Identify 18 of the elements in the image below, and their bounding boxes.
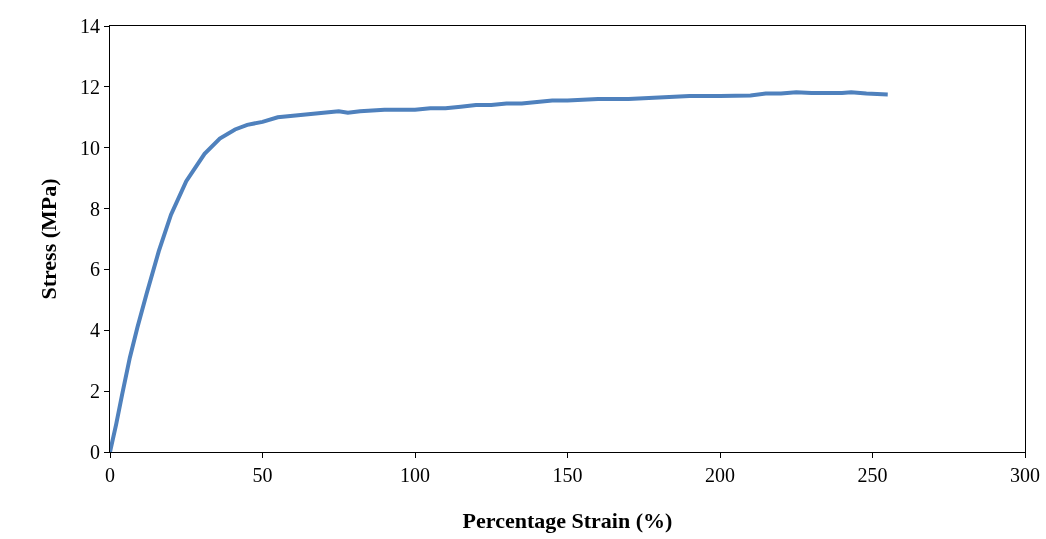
x-tick-label: 150	[552, 464, 583, 486]
line-series	[110, 90, 890, 452]
y-tick-label: 12	[80, 75, 100, 98]
y-tick-label: 8	[90, 197, 100, 220]
y-tick-label: 2	[90, 380, 100, 403]
x-tick-label: 50	[252, 464, 273, 486]
y-axis-title: Stress (MPa)	[36, 178, 61, 300]
x-axis-title: Percentage Strain (%)	[462, 508, 673, 533]
x-tick-label: 0	[105, 464, 115, 486]
y-tick-label: 10	[80, 136, 100, 159]
y-tick-label: 6	[90, 258, 100, 281]
x-tick-label: 250	[857, 464, 888, 486]
x-tick-label: 100	[400, 464, 430, 486]
y-tick-label: 0	[90, 441, 100, 463]
x-tick-label: 300	[1010, 464, 1040, 486]
y-tick-label: 4	[90, 319, 100, 342]
y-tick-label: 14	[80, 15, 100, 37]
x-tick-label: 200	[705, 464, 735, 486]
